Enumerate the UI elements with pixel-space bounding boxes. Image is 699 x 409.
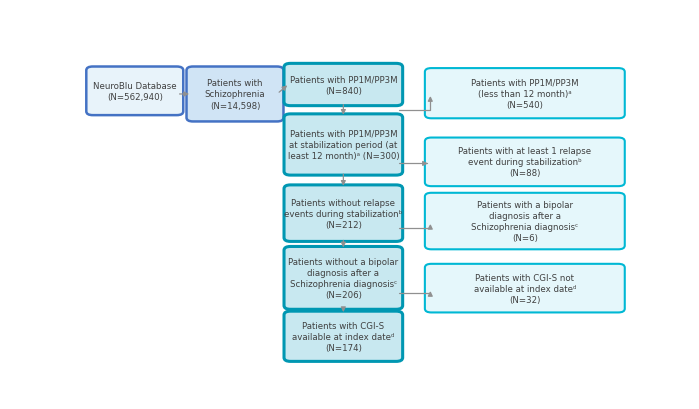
Text: Patients without relapse
events during stabilizationᵇ
(N=212): Patients without relapse events during s… xyxy=(284,198,403,229)
Text: Patients with CGI-S
available at index dateᵈ
(N=174): Patients with CGI-S available at index d… xyxy=(292,321,394,352)
Text: Patients with CGI-S not
available at index dateᵈ
(N=32): Patients with CGI-S not available at ind… xyxy=(474,273,576,304)
Text: Patients with at least 1 relapse
event during stabilizationᵇ
(N=88): Patients with at least 1 relapse event d… xyxy=(459,147,591,178)
FancyBboxPatch shape xyxy=(86,67,183,116)
Text: Patients with PP1M/PP3M
(less than 12 month)ᵃ
(N=540): Patients with PP1M/PP3M (less than 12 mo… xyxy=(471,79,579,110)
FancyBboxPatch shape xyxy=(187,67,284,122)
Text: Patients with PP1M/PP3M
at stabilization period (at
least 12 month)ᵃ (N=300): Patients with PP1M/PP3M at stabilization… xyxy=(287,130,399,161)
Text: NeuroBlu Database
(N=562,940): NeuroBlu Database (N=562,940) xyxy=(93,81,177,101)
Text: Patients with
Schizophrenia
(N=14,598): Patients with Schizophrenia (N=14,598) xyxy=(205,79,266,110)
FancyBboxPatch shape xyxy=(425,193,625,249)
FancyBboxPatch shape xyxy=(425,264,625,312)
Text: Patients with a bipolar
diagnosis after a
Schizophrenia diagnosisᶜ
(N=6): Patients with a bipolar diagnosis after … xyxy=(471,200,579,243)
Text: Patients with PP1M/PP3M
(N=840): Patients with PP1M/PP3M (N=840) xyxy=(289,75,397,95)
FancyBboxPatch shape xyxy=(284,247,403,310)
FancyBboxPatch shape xyxy=(284,115,403,176)
FancyBboxPatch shape xyxy=(425,69,625,119)
FancyBboxPatch shape xyxy=(284,64,403,106)
FancyBboxPatch shape xyxy=(425,138,625,187)
Text: Patients without a bipolar
diagnosis after a
Schizophrenia diagnosisᶜ
(N=206): Patients without a bipolar diagnosis aft… xyxy=(288,257,398,299)
FancyBboxPatch shape xyxy=(284,185,403,242)
FancyBboxPatch shape xyxy=(284,311,403,362)
